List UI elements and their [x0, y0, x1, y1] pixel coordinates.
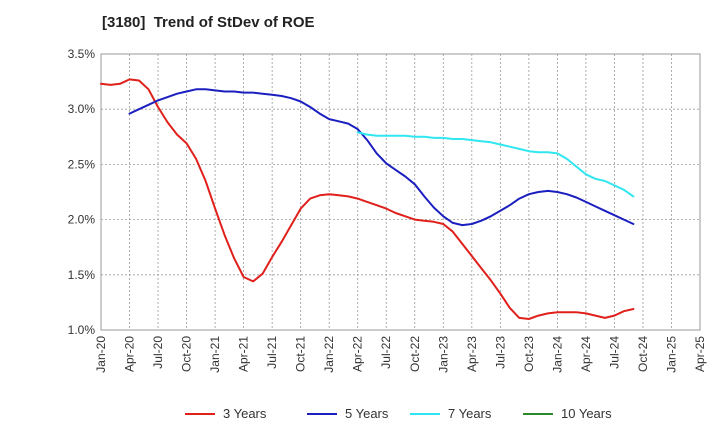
- x-tick-label: Oct-23: [522, 336, 536, 372]
- plot-area: [100, 53, 701, 331]
- x-tick-label: Jul-23: [493, 336, 507, 369]
- legend-label: 10 Years: [561, 406, 612, 421]
- x-tick-label: Jul-21: [265, 336, 279, 369]
- y-tick-label: 2.0%: [68, 213, 96, 227]
- x-tick-label: Apr-22: [351, 336, 365, 372]
- x-tick-label: Jul-20: [151, 336, 165, 369]
- series-line-5-years: [128, 88, 635, 227]
- x-tick-label: Jul-24: [607, 336, 621, 369]
- x-tick-label: Oct-21: [294, 336, 308, 372]
- series-lines: [100, 78, 635, 320]
- x-tick-label: Oct-20: [180, 336, 194, 372]
- x-tick-label: Jan-20: [94, 336, 108, 373]
- x-tick-label: Jan-24: [550, 336, 564, 373]
- legend-label: 3 Years: [223, 406, 267, 421]
- legend: 3 Years 5 Years 7 Years 10 Years: [185, 406, 612, 421]
- x-tick-label: Jan-22: [322, 336, 336, 373]
- x-tick-label: Jul-22: [379, 336, 393, 369]
- legend-label: 7 Years: [448, 406, 492, 421]
- legend-label: 5 Years: [345, 406, 389, 421]
- x-tick-label: Apr-25: [693, 336, 707, 372]
- y-tick-label: 2.5%: [68, 157, 96, 171]
- grid-lines: [100, 53, 701, 331]
- x-tick-label: Jan-21: [208, 336, 222, 373]
- y-tick-label: 3.5%: [68, 47, 96, 61]
- x-tick-label: Apr-23: [465, 336, 479, 372]
- x-tick-label: Jan-23: [436, 336, 450, 373]
- x-tick-label: Oct-22: [408, 336, 422, 372]
- chart-title: [3180] Trend of StDev of ROE: [102, 14, 315, 31]
- y-tick-label: 3.0%: [68, 102, 96, 116]
- x-tick-label: Apr-21: [237, 336, 251, 372]
- series-line-3-years: [100, 78, 635, 320]
- x-tick-label: Jan-25: [664, 336, 678, 373]
- y-tick-label: 1.0%: [68, 323, 96, 337]
- x-tick-label: Apr-20: [123, 336, 137, 372]
- y-tick-label: 1.5%: [68, 268, 96, 282]
- series-line-7-years: [356, 131, 635, 198]
- x-tick-label: Apr-24: [579, 336, 593, 372]
- x-tick-label: Oct-24: [636, 336, 650, 372]
- axes: 1.0% 1.5% 2.0% 2.5% 3.0% 3.5% Jan-20 Apr-20 Jul-…: [68, 47, 707, 373]
